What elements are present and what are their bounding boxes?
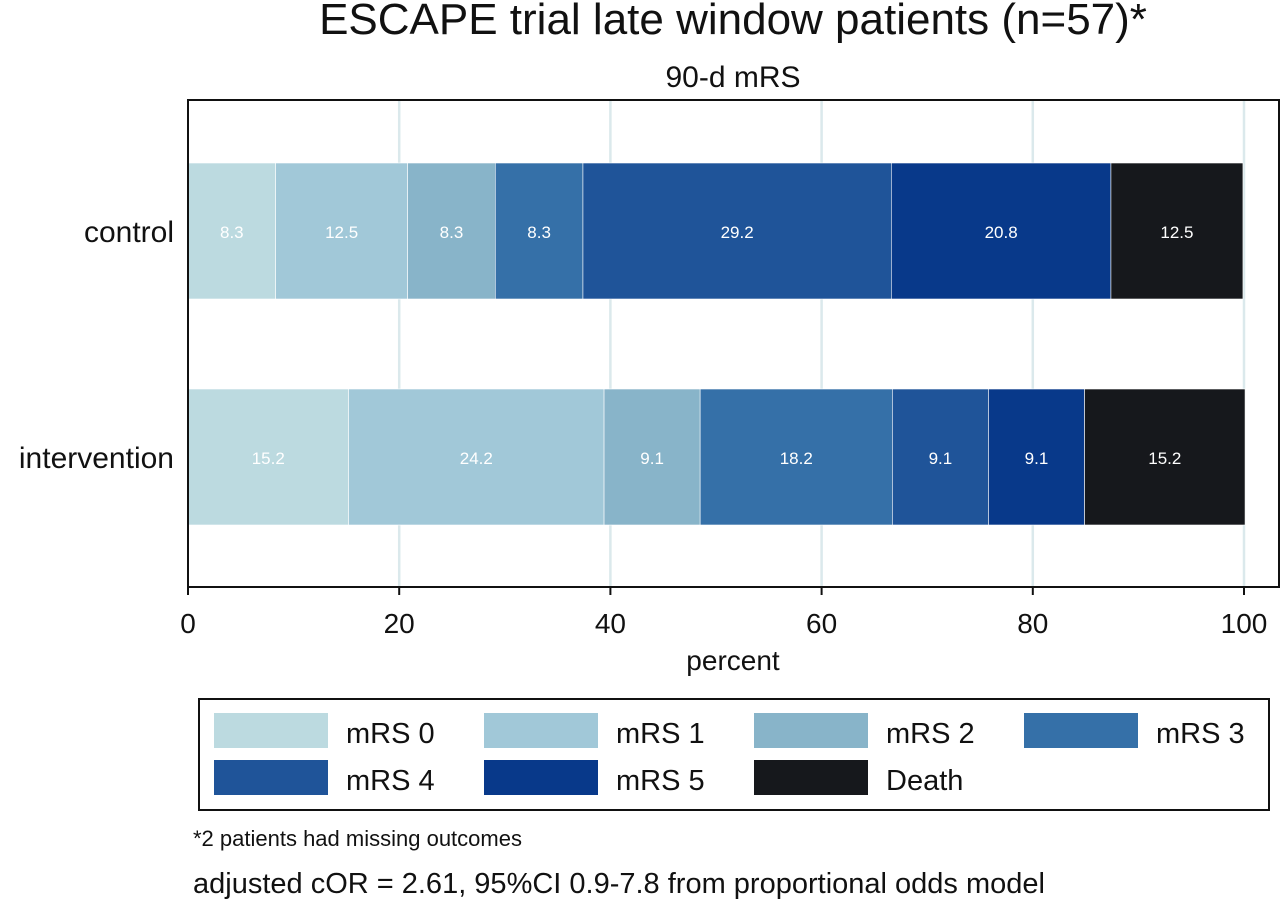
legend-swatch	[1024, 713, 1138, 748]
bar-control-mrs-0	[187, 162, 276, 300]
x-axis: 0 20 40 60 80 100	[180, 587, 1267, 639]
footnote-missing: *2 patients had missing outcomes	[193, 826, 522, 851]
legend-label: Death	[886, 765, 963, 797]
bar-intervention-death	[1084, 388, 1246, 526]
bar-control-mrs-4	[582, 162, 892, 300]
data-label: 15.2	[252, 449, 285, 468]
category-label-control: control	[84, 216, 174, 249]
legend-swatch	[754, 713, 868, 748]
x-tick-label: 40	[595, 608, 626, 639]
data-label: 9.1	[1025, 449, 1049, 468]
x-tick-label: 60	[806, 608, 837, 639]
category-label-intervention: intervention	[19, 442, 174, 475]
legend-swatch	[214, 760, 328, 795]
legend-label: mRS 5	[616, 765, 705, 797]
bar-intervention-mrs-2	[603, 388, 701, 526]
bar-control-mrs-5	[890, 162, 1112, 300]
bar-control-mrs-2	[407, 162, 496, 300]
data-label: 9.1	[929, 449, 953, 468]
bar-intervention-mrs-4	[892, 388, 989, 526]
plot-frame	[187, 99, 1280, 588]
data-label: 12.5	[325, 223, 358, 242]
data-label: 20.8	[985, 223, 1018, 242]
bar-intervention-mrs-5	[988, 388, 1085, 526]
data-label: 8.3	[220, 223, 244, 242]
legend-label: mRS 0	[346, 718, 435, 750]
chart-subtitle: 90-d mRS	[665, 61, 800, 94]
bars: 8.3 12.5 8.3 8.3 29.2 20.8 12.5 15.2 24.2 9.1 18.2…	[187, 162, 1246, 526]
x-axis-label: percent	[686, 645, 780, 676]
y-axis: control intervention	[19, 216, 174, 475]
bar-intervention-mrs-3	[699, 388, 893, 526]
legend-swatch	[484, 713, 598, 748]
data-label: 18.2	[780, 449, 813, 468]
legend-swatch	[754, 760, 868, 795]
bar-control-death	[1110, 162, 1244, 300]
legend-swatch	[214, 713, 328, 748]
legend-label: mRS 1	[616, 718, 705, 750]
legend-label: mRS 3	[1156, 718, 1245, 750]
bar-control-mrs-1	[275, 162, 408, 300]
legend-swatch	[484, 760, 598, 795]
data-label: 24.2	[460, 449, 493, 468]
x-tick-label: 100	[1221, 608, 1268, 639]
chart-title: ESCAPE trial late window patients (n=57)…	[319, 0, 1147, 44]
bar-intervention-mrs-1	[348, 388, 605, 526]
data-label: 29.2	[721, 223, 754, 242]
data-label: 12.5	[1160, 223, 1193, 242]
data-label: 8.3	[527, 223, 551, 242]
data-label: 15.2	[1148, 449, 1181, 468]
x-tick-label: 20	[384, 608, 415, 639]
bar-control-mrs-3	[494, 162, 584, 300]
data-label: 8.3	[440, 223, 464, 242]
legend-label: mRS 2	[886, 718, 975, 750]
x-tick-label: 0	[180, 608, 196, 639]
plot-area: 8.3 12.5 8.3 8.3 29.2 20.8 12.5 15.2 24.2 9.1 18.2…	[19, 99, 1280, 639]
legend: mRS 0 mRS 1 mRS 2 mRS 3 mRS 4 mRS 5 Death	[198, 698, 1270, 811]
data-label: 9.1	[640, 449, 664, 468]
x-tick-label: 80	[1017, 608, 1048, 639]
legend-label: mRS 4	[346, 765, 435, 797]
footnote-cor: adjusted cOR = 2.61, 95%CI 0.9-7.8 from …	[193, 868, 1045, 900]
